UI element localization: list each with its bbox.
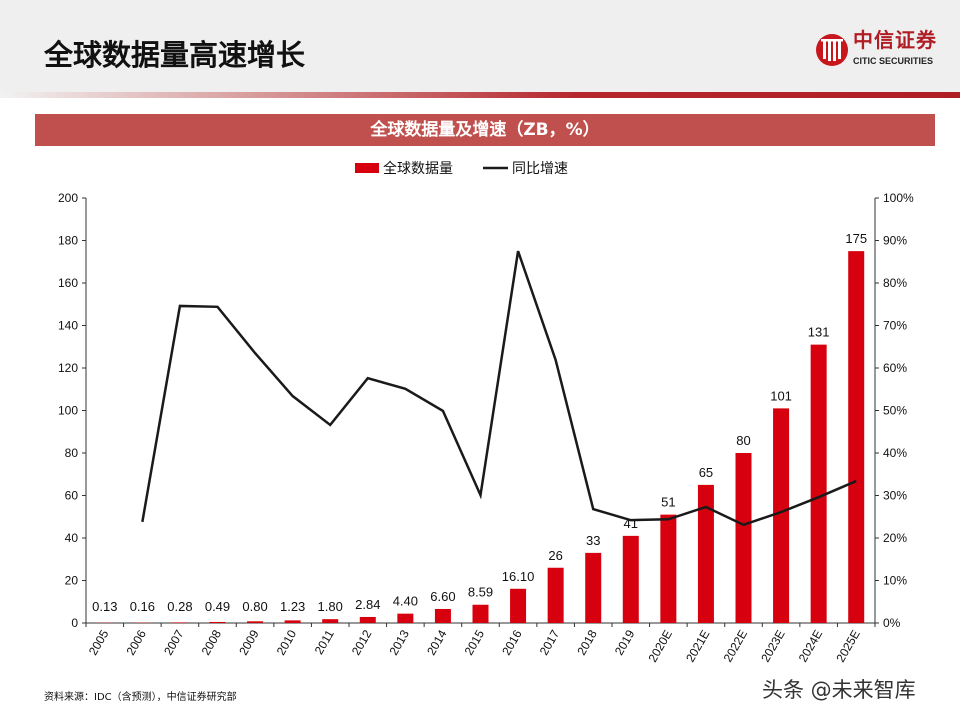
right-tick-label: 20%	[883, 531, 907, 545]
citic-logo: 中信证券 CITIC SECURITIES	[815, 29, 955, 71]
x-tick-label: 2015	[462, 627, 488, 657]
bar	[585, 552, 602, 623]
bar	[810, 344, 827, 623]
bar-data-label: 0.13	[92, 599, 117, 614]
bar-data-label: 0.49	[205, 599, 230, 614]
x-tick-label: 2012	[349, 627, 375, 657]
bar-data-label: 0.16	[130, 599, 155, 614]
chart-title-banner: 全球数据量及增速（ZB，%）	[35, 114, 935, 146]
left-tick-label: 60	[65, 489, 79, 503]
x-tick-label: 2005	[86, 627, 112, 657]
slide-header: 全球数据量高速增长 中信证券 CITIC SECURITIES	[0, 0, 960, 92]
source-note: 资料来源：IDC（含预测），中信证券研究部	[44, 692, 237, 703]
right-tick-label: 0%	[883, 616, 901, 630]
header-divider	[0, 92, 960, 98]
bar	[773, 408, 790, 623]
right-tick-label: 50%	[883, 404, 907, 418]
bar-data-label: 16.10	[502, 569, 535, 584]
x-tick-label: 2024E	[796, 628, 825, 665]
left-tick-label: 80	[65, 446, 79, 460]
bar-data-label: 33	[586, 533, 600, 548]
bar	[472, 604, 489, 623]
slide-title: 全球数据量高速增长	[44, 38, 306, 72]
bar	[434, 608, 451, 623]
bar	[660, 514, 677, 623]
x-tick-label: 2007	[161, 627, 187, 657]
x-tick-label: 2010	[274, 627, 300, 657]
left-tick-label: 120	[58, 361, 78, 375]
bar	[697, 484, 714, 623]
left-tick-label: 20	[65, 574, 79, 588]
left-tick-label: 180	[58, 234, 78, 248]
bar	[547, 567, 564, 623]
bar	[735, 453, 752, 623]
bar	[322, 619, 339, 623]
right-tick-label: 10%	[883, 574, 907, 588]
bar-data-label: 131	[808, 325, 830, 340]
bar	[209, 621, 226, 623]
legend-swatch-bar	[355, 163, 379, 173]
citic-logo-icon	[816, 34, 848, 66]
growth-line	[141, 250, 857, 527]
legend-label-bar: 全球数据量	[383, 160, 453, 176]
right-tick-label: 80%	[883, 276, 907, 290]
bar	[622, 535, 639, 623]
bar-data-label: 6.60	[430, 589, 455, 604]
bar-data-label: 26	[548, 548, 562, 563]
right-tick-label: 70%	[883, 319, 907, 333]
left-tick-label: 100	[58, 404, 78, 418]
bar-data-label: 8.59	[468, 585, 493, 600]
x-tick-label: 2017	[537, 627, 563, 657]
bar-data-label: 80	[736, 433, 750, 448]
x-tick-label: 2011	[312, 627, 337, 657]
x-tick-label: 2019	[612, 627, 638, 657]
right-tick-label: 40%	[883, 446, 907, 460]
bar-data-label: 65	[699, 465, 713, 480]
bar-data-label: 0.28	[167, 599, 192, 614]
x-tick-label: 2018	[574, 627, 600, 657]
x-tick-label: 2023E	[758, 628, 787, 665]
bar	[247, 621, 264, 623]
right-tick-label: 90%	[883, 234, 907, 248]
x-tick-label: 2016	[499, 627, 525, 657]
legend-label-line: 同比增速	[512, 160, 568, 176]
right-tick-label: 30%	[883, 489, 907, 503]
x-tick-label: 2025E	[833, 628, 862, 665]
bar-data-label: 1.80	[318, 599, 343, 614]
bar	[397, 613, 414, 623]
left-tick-label: 0	[71, 616, 78, 630]
x-tick-label: 2008	[199, 627, 225, 657]
x-tick-label: 2009	[236, 627, 262, 657]
x-tick-label: 2021E	[683, 628, 712, 665]
left-tick-label: 40	[65, 531, 79, 545]
left-tick-label: 200	[58, 191, 78, 205]
bar-data-label: 175	[845, 231, 867, 246]
x-tick-label: 2013	[386, 627, 412, 657]
bar-data-label: 101	[770, 388, 792, 403]
x-tick-label: 2014	[424, 627, 450, 657]
bar	[848, 251, 865, 623]
logo-english: CITIC SECURITIES	[853, 56, 934, 66]
x-tick-label: 2020E	[645, 628, 674, 665]
bar	[359, 616, 376, 623]
bar-data-label: 2.84	[355, 597, 380, 612]
bar	[510, 588, 527, 623]
bar-data-label: 0.80	[242, 599, 267, 614]
right-tick-label: 100%	[883, 191, 914, 205]
x-tick-label: 2022E	[721, 628, 750, 665]
left-tick-label: 140	[58, 319, 78, 333]
bar-data-label: 51	[661, 495, 675, 510]
logo-text: 中信证券	[853, 28, 937, 52]
bar	[171, 622, 188, 623]
right-tick-label: 60%	[883, 361, 907, 375]
x-tick-label: 2006	[123, 627, 149, 657]
bar-data-label: 4.40	[393, 594, 418, 609]
watermark: 头条 @未来智库	[762, 678, 916, 702]
bar-data-label: 1.23	[280, 599, 305, 614]
left-tick-label: 160	[58, 276, 78, 290]
bar	[284, 620, 301, 623]
